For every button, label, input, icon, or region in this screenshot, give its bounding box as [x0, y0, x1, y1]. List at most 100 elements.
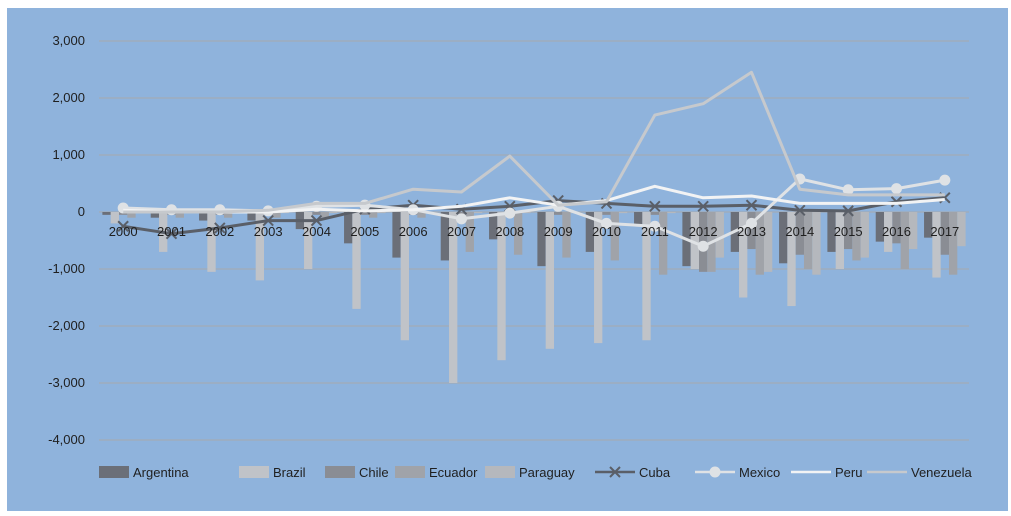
bar-ecuador-2004: [320, 212, 329, 218]
bar-brazil-2004: [304, 212, 313, 269]
line-cuba: [122, 196, 945, 236]
legend-swatch: [239, 466, 269, 478]
y-tick-label: -1,000: [48, 261, 85, 276]
bar-chile-2004: [312, 212, 321, 215]
chart-container: 3,000 2,000 1,000 0 -1,000 -2,000 -3,000 -4,000…: [7, 8, 1008, 511]
bar-ecuador-2009: [562, 212, 571, 258]
legend-label: Ecuador: [429, 465, 478, 480]
bar-brazil-2000: [110, 212, 120, 224]
y-axis: 3,000 2,000 1,000 0 -1,000 -2,000 -3,000 -4,000: [48, 33, 85, 447]
bar-argentina-2010: [585, 212, 595, 252]
legend-item-cuba: Cuba: [595, 465, 671, 480]
legend-swatch: [485, 466, 515, 478]
bar-paraguay-2012: [715, 212, 724, 258]
lines-layer: [117, 70, 951, 252]
x-tick-label: 2006: [399, 224, 428, 239]
bar-ecuador-2016: [900, 212, 909, 269]
point-cuba-2003: [262, 214, 274, 227]
bar-brazil-2007: [449, 212, 458, 383]
legend-label: Mexico: [739, 465, 780, 480]
x-tick-label: 2001: [157, 224, 186, 239]
bar-paraguay-2005: [377, 212, 386, 214]
point-cuba-2014: [794, 204, 806, 216]
x-tick-label: 2015: [834, 224, 863, 239]
bar-paraguay-2004: [328, 212, 338, 214]
bar-ecuador-2001: [175, 212, 184, 218]
point-mexico-2015: [842, 184, 854, 196]
bars-layer: [102, 212, 966, 383]
bar-chile-2010: [602, 212, 611, 215]
line-venezuela: [123, 70, 945, 214]
bar-brazil-2017: [932, 212, 941, 278]
point-mexico-2016: [891, 183, 902, 195]
bar-ecuador-2014: [803, 212, 813, 269]
bar-ecuador-2003: [272, 212, 281, 218]
y-tick-label: 0: [78, 204, 85, 219]
bar-paraguay-2007: [473, 212, 483, 214]
bar-brazil-2015: [835, 212, 845, 269]
bar-argentina-2009: [537, 212, 546, 267]
bar-ecuador-2011: [658, 212, 668, 275]
x-tick-label: 2004: [302, 224, 331, 239]
y-tick-label: 3,000: [52, 33, 85, 48]
bar-brazil-2003: [255, 212, 265, 281]
y-tick-label: 1,000: [52, 147, 85, 162]
x-tick-label: 2005: [350, 224, 379, 239]
x-tick-label: 2008: [495, 224, 524, 239]
bar-brazil-2006: [400, 212, 410, 341]
bar-ecuador-2017: [948, 212, 958, 275]
legend-item-ecuador: Ecuador: [395, 465, 478, 480]
bar-ecuador-2007: [465, 212, 474, 252]
legend-label: Paraguay: [519, 465, 575, 480]
bar-ecuador-2000: [127, 212, 136, 218]
bar-paraguay-2014: [812, 212, 821, 275]
bar-paraguay-2015: [860, 212, 869, 258]
bar-argentina-2003: [247, 212, 256, 221]
legend-label: Venezuela: [911, 465, 972, 480]
bar-ecuador-2010: [610, 212, 619, 261]
bar-argentina-2008: [489, 212, 498, 240]
bar-argentina-2011: [634, 212, 643, 227]
x-tick-label: 2013: [737, 224, 766, 239]
legend-item-argentina: Argentina: [99, 465, 189, 480]
legend-item-chile: Chile: [325, 465, 389, 480]
bar-brazil-2012: [690, 212, 700, 269]
bar-chile-2017: [940, 212, 949, 255]
bar-ecuador-2002: [223, 212, 233, 218]
x-tick-label: 2012: [689, 224, 718, 239]
point-mexico-2011: [649, 220, 661, 232]
legend-item-brazil: Brazil: [239, 465, 306, 480]
legend-item-peru: Peru: [791, 465, 862, 480]
bar-chile-2013: [747, 212, 756, 250]
x-tick-label: 2016: [882, 224, 911, 239]
bar-chile-2014: [795, 212, 804, 255]
point-mexico-2008: [504, 207, 516, 219]
bar-argentina-2007: [440, 212, 450, 261]
point-cuba-2013: [745, 199, 758, 211]
bar-argentina-2006: [392, 212, 401, 258]
bar-ecuador-2008: [513, 212, 523, 255]
bar-brazil-2011: [642, 212, 651, 341]
bar-argentina-2001: [150, 212, 160, 218]
x-tick-label: 2014: [785, 224, 814, 239]
bar-brazil-2010: [594, 212, 603, 344]
point-mexico-2002: [214, 204, 226, 216]
point-mexico-2001: [166, 204, 177, 216]
bar-paraguay-2010: [618, 212, 628, 214]
bar-paraguay-2016: [908, 212, 918, 250]
x-tick-label: 2000: [109, 224, 138, 239]
y-tick-label: 2,000: [52, 90, 85, 105]
bar-argentina-2002: [199, 212, 208, 221]
bar-ecuador-2006: [417, 212, 426, 218]
bar-chile-2015: [844, 212, 853, 250]
bar-paraguay-2017: [957, 212, 966, 247]
x-tick-label: 2010: [592, 224, 621, 239]
legend-item-paraguay: Paraguay: [485, 465, 575, 480]
bar-brazil-2002: [207, 212, 216, 272]
bar-chile-2011: [650, 212, 659, 215]
bar-brazil-2008: [497, 212, 506, 361]
bar-brazil-2013: [739, 212, 748, 298]
x-tick-label: 2017: [930, 224, 959, 239]
bar-argentina-2014: [779, 212, 788, 264]
point-cuba-2012: [697, 200, 709, 213]
